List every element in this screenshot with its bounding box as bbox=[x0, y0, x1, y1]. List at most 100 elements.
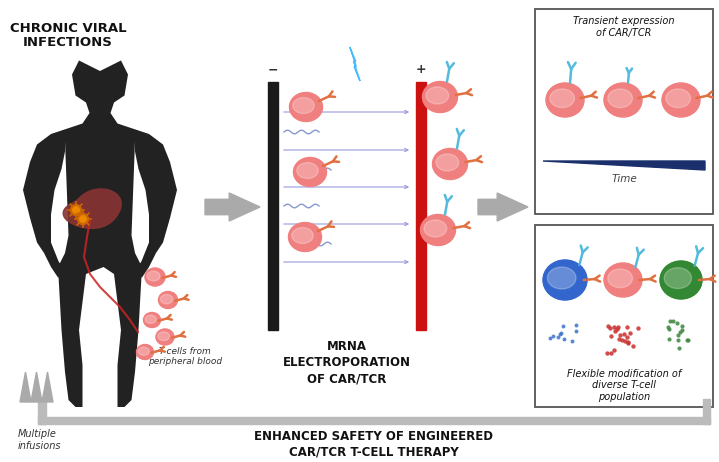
Ellipse shape bbox=[421, 214, 456, 245]
Text: T-cells from
peripheral blood: T-cells from peripheral blood bbox=[148, 347, 222, 366]
Polygon shape bbox=[350, 47, 360, 81]
Polygon shape bbox=[478, 193, 528, 221]
Bar bbox=[268, 82, 278, 330]
Text: Time: Time bbox=[611, 174, 637, 184]
Point bbox=[677, 326, 688, 334]
Ellipse shape bbox=[144, 312, 160, 328]
Point bbox=[618, 330, 630, 338]
Point bbox=[664, 335, 675, 343]
Polygon shape bbox=[20, 372, 31, 402]
Point bbox=[557, 322, 569, 329]
Text: +: + bbox=[416, 63, 426, 76]
Ellipse shape bbox=[290, 92, 323, 122]
Point bbox=[570, 322, 582, 329]
Text: Multiple
infusions: Multiple infusions bbox=[18, 429, 62, 450]
Ellipse shape bbox=[550, 89, 574, 108]
Point bbox=[614, 331, 626, 339]
Ellipse shape bbox=[543, 260, 587, 300]
Point bbox=[665, 317, 677, 324]
Point bbox=[672, 336, 684, 344]
Ellipse shape bbox=[547, 267, 576, 289]
Ellipse shape bbox=[137, 345, 153, 359]
Point bbox=[667, 317, 679, 325]
Ellipse shape bbox=[608, 269, 633, 288]
Ellipse shape bbox=[608, 89, 633, 108]
Text: CHRONIC VIRAL
INFECTIONS: CHRONIC VIRAL INFECTIONS bbox=[9, 22, 127, 49]
Point bbox=[663, 325, 674, 332]
Ellipse shape bbox=[145, 268, 165, 286]
Point bbox=[611, 325, 623, 333]
Point bbox=[622, 323, 633, 331]
Text: Transient expression
of CAR/TCR: Transient expression of CAR/TCR bbox=[573, 16, 674, 37]
Text: −: − bbox=[267, 63, 278, 76]
Ellipse shape bbox=[156, 329, 174, 345]
Ellipse shape bbox=[436, 154, 459, 171]
Point bbox=[570, 328, 582, 335]
Ellipse shape bbox=[426, 87, 449, 104]
Point bbox=[682, 336, 694, 344]
Ellipse shape bbox=[664, 267, 692, 289]
Ellipse shape bbox=[293, 97, 314, 114]
Point bbox=[663, 324, 674, 331]
Point bbox=[601, 350, 613, 357]
Point bbox=[674, 344, 685, 352]
Bar bbox=[38, 417, 710, 424]
Point bbox=[617, 336, 628, 344]
Point bbox=[608, 346, 620, 354]
Point bbox=[605, 350, 617, 357]
Point bbox=[620, 337, 631, 345]
Bar bbox=[416, 82, 426, 330]
Point bbox=[623, 338, 634, 346]
Point bbox=[567, 337, 578, 345]
Point bbox=[544, 334, 556, 341]
Ellipse shape bbox=[660, 261, 702, 299]
Ellipse shape bbox=[138, 347, 150, 355]
Point bbox=[622, 340, 633, 347]
Text: ENHANCED SAFETY OF ENGINEERED
CAR/TCR T-CELL THERAPY: ENHANCED SAFETY OF ENGINEERED CAR/TCR T-… bbox=[255, 430, 493, 458]
Bar bbox=[268, 82, 426, 330]
Ellipse shape bbox=[157, 332, 170, 340]
Circle shape bbox=[70, 205, 81, 215]
Polygon shape bbox=[205, 193, 260, 221]
Ellipse shape bbox=[293, 158, 326, 187]
Bar bbox=[702, 399, 710, 424]
Ellipse shape bbox=[158, 292, 178, 309]
Point bbox=[672, 331, 684, 339]
Point bbox=[605, 333, 617, 340]
Circle shape bbox=[73, 207, 79, 213]
Point bbox=[627, 342, 638, 350]
Ellipse shape bbox=[423, 81, 457, 113]
Ellipse shape bbox=[666, 89, 690, 108]
Point bbox=[603, 322, 614, 329]
Point bbox=[681, 336, 692, 343]
PathPatch shape bbox=[23, 61, 177, 407]
Circle shape bbox=[78, 213, 88, 225]
Ellipse shape bbox=[147, 271, 160, 281]
FancyBboxPatch shape bbox=[535, 225, 713, 407]
Point bbox=[555, 329, 567, 337]
Ellipse shape bbox=[604, 263, 642, 297]
Point bbox=[674, 328, 686, 335]
Point bbox=[632, 324, 644, 331]
Point bbox=[613, 336, 625, 343]
Ellipse shape bbox=[160, 294, 173, 304]
Point bbox=[554, 331, 566, 338]
Polygon shape bbox=[543, 161, 705, 170]
Bar bbox=[38, 402, 45, 424]
Point bbox=[620, 333, 632, 340]
FancyBboxPatch shape bbox=[535, 9, 713, 214]
Polygon shape bbox=[31, 372, 42, 402]
Point bbox=[610, 327, 621, 334]
Point bbox=[547, 332, 559, 340]
Ellipse shape bbox=[433, 148, 467, 180]
Ellipse shape bbox=[546, 83, 584, 117]
Circle shape bbox=[80, 216, 86, 222]
Ellipse shape bbox=[424, 220, 446, 237]
Text: MRNA
ELECTROPORATION
OF CAR/TCR: MRNA ELECTROPORATION OF CAR/TCR bbox=[283, 340, 411, 385]
Point bbox=[559, 335, 570, 343]
Point bbox=[552, 333, 564, 340]
Point bbox=[608, 323, 620, 330]
Point bbox=[613, 323, 624, 330]
Ellipse shape bbox=[288, 223, 321, 251]
Ellipse shape bbox=[145, 315, 156, 323]
